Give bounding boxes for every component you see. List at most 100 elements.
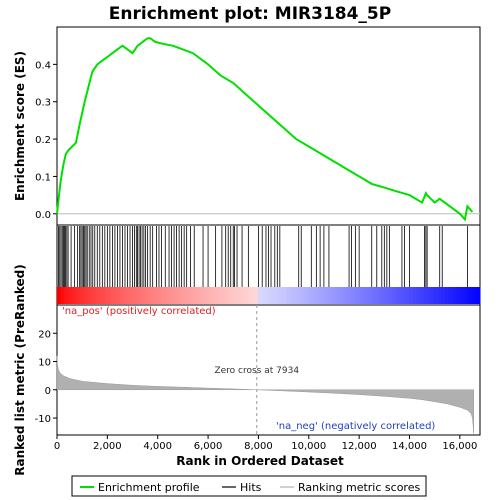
rank-color-segment [120,287,125,304]
rank-color-segment [138,287,142,304]
rank-color-segment [85,287,90,304]
rank-color-segment [78,287,83,304]
rank-color-segment [416,287,421,304]
rank-color-segment [233,287,238,304]
metric-y-axis-label: Ranked list metric (PreRanked) [13,264,27,476]
rank-color-segment [367,287,372,304]
rank-color-segment [162,287,167,304]
rank-color-segment [448,287,453,304]
rank-color-segment [331,287,336,304]
x-tick-label: 4,000 [143,441,172,452]
rank-color-segment [321,287,326,304]
legend-box [71,475,427,497]
legend: Enrichment profile Hits Ranking metric s… [71,475,427,497]
rank-color-segment [374,287,379,304]
rank-color-segment [381,287,386,304]
rank-color-segment [67,287,72,304]
x-ticks: 0 2,000 4,000 6,000 8,000 10,000 12,000 14,000 1… [54,435,477,452]
rank-color-segment [71,287,76,304]
es-panel-frame [56,26,481,226]
x-tick-label: 8,000 [244,441,273,452]
rank-color-segment [324,287,329,304]
rank-color-segment [462,287,467,304]
rank-color-segment [458,287,463,304]
rank-color-segment [148,287,153,304]
metric-y-ticks: 20 10 0 -10 [35,329,57,425]
rank-color-segment [194,287,199,304]
rank-color-segment [342,287,347,304]
es-y-tick-label: 0.3 [35,98,51,109]
rank-color-segment [434,287,439,304]
x-tick-label: 2,000 [93,441,122,452]
rank-color-segment [176,287,181,304]
rank-color-segment [335,287,340,304]
rank-color-segment [310,287,315,304]
rank-color-segment [127,287,132,304]
rank-color-segment [99,287,104,304]
rank-color-segment [201,287,206,304]
rank-color-segment [356,287,361,304]
rank-color-segment [155,287,160,304]
rank-color-segment [81,287,86,304]
rank-color-segment [444,287,449,304]
rank-color-segment [113,287,118,304]
rank-color-segment [472,287,477,304]
rank-color-segment [353,287,358,304]
rank-color-segment [476,287,481,304]
rank-color-segment [180,287,185,304]
rank-color-segment [314,287,319,304]
negative-correlation-label: 'na_neg' (negatively correlated) [276,421,435,432]
rank-color-segment [152,287,157,304]
hit-lines [58,226,468,287]
rank-color-segment [57,287,61,304]
rank-color-segment [437,287,442,304]
rank-color-segment [243,287,248,304]
rank-color-segment [339,287,343,304]
rank-color-segment [261,287,266,304]
rank-color-segment [430,287,435,304]
metric-y-tick-label: -10 [35,414,51,425]
rank-color-segment [240,287,245,304]
legend-hits-label: Hits [240,481,262,494]
x-tick-label: 12,000 [342,441,377,452]
rank-color-segment [95,287,100,304]
rank-color-segment [215,287,220,304]
rank-color-segment [268,287,273,304]
rank-color-segment [384,287,389,304]
rank-color-segment [286,287,291,304]
rank-color-segment [116,287,121,304]
rank-color-segment [222,287,227,304]
rank-color-segment [109,287,114,304]
hits-panel [56,224,481,306]
metric-y-tick-label: 20 [38,329,51,340]
rank-color-segment [360,287,365,304]
rank-color-segment [296,287,301,304]
rank-color-segment [236,287,241,304]
rank-color-segment [145,287,150,304]
x-tick-label: 14,000 [392,441,427,452]
rank-color-segment [102,287,107,304]
rank-color-segment [388,287,393,304]
rank-color-segment [293,287,298,304]
rank-color-segment [282,287,287,304]
rank-color-segment [187,287,192,304]
rank-color-segment [349,287,354,304]
rank-color-segment [377,287,382,304]
rank-color-segment [346,287,350,304]
x-tick-label: 6,000 [194,441,223,452]
x-axis-label: Rank in Ordered Dataset [176,454,344,468]
ranking-metric-series [56,355,474,434]
x-tick-label: 0 [54,441,60,452]
rank-color-segment [469,287,474,304]
rank-color-segment [123,287,128,304]
rank-color-segment [198,287,202,304]
rank-color-segment [247,287,252,304]
enrichment-profile-series [56,37,474,222]
x-tick-label: 16,000 [442,441,477,452]
rank-color-segment [131,287,135,304]
rank-color-segment [60,287,65,304]
rank-color-segment [106,287,111,304]
rank-color-segment [300,287,305,304]
rank-color-segment [257,287,262,304]
